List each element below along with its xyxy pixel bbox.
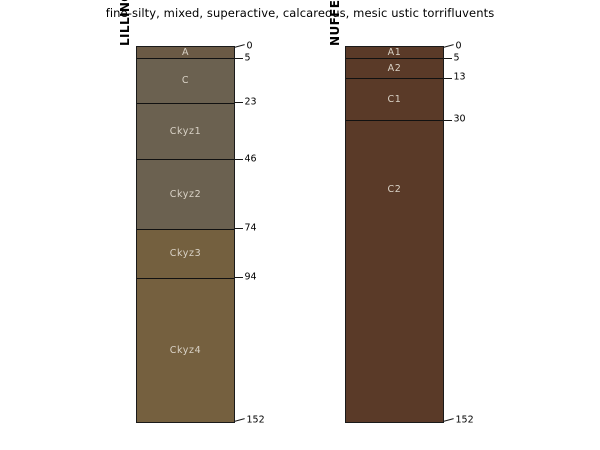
tick-mark-icon [233,43,245,48]
horizon-band-ckyz2[interactable]: Ckyz2 [137,160,234,230]
horizon-band-ckyz4[interactable]: Ckyz4 [137,278,234,422]
depth-tick-label: 5 [244,52,251,64]
horizon-label-ckyz1: Ckyz1 [169,125,202,137]
depth-tick-label: 23 [244,96,257,108]
horizon-band-c[interactable]: C [137,59,234,104]
horizon-band-c2[interactable]: C2 [346,121,443,422]
depth-tick-label: 13 [453,71,466,83]
horizon-band-a1[interactable]: A1 [346,46,443,60]
horizon-band-c1[interactable]: C1 [346,79,443,122]
horizon-band-ckyz3[interactable]: Ckyz3 [137,229,234,279]
horizon-label-c: C [181,75,190,87]
horizon-label-a: A [181,46,190,58]
depth-tick-label: 30 [453,113,466,125]
depth-tick-label: 0 [246,40,253,52]
horizon-label-a2: A2 [387,62,402,74]
tick-mark-icon [442,43,454,48]
tick-mark-icon [234,57,243,59]
horizon-band-a2[interactable]: A2 [346,59,443,80]
depth-tick-label: 94 [244,271,257,283]
tick-mark-icon [443,119,452,121]
horizon-band-ckyz1[interactable]: Ckyz1 [137,103,234,161]
depth-tick-label: 152 [246,414,265,426]
horizon-label-ckyz2: Ckyz2 [169,188,202,200]
tick-mark-icon [234,228,243,230]
depth-tick-label: 74 [244,222,257,234]
tick-mark-icon [234,277,243,279]
tick-mark-icon [442,417,454,422]
horizon-band-a[interactable]: A [137,46,234,60]
horizon-label-ckyz4: Ckyz4 [169,344,202,356]
page-title: fine-silty, mixed, superactive, calcareo… [105,6,495,20]
soil-column-nuffel[interactable]: A1 A2 C1 C2 [345,46,444,423]
depth-tick-label: 5 [453,52,460,64]
tick-mark-icon [234,102,243,104]
horizon-label-c2: C2 [387,184,402,195]
horizon-label-ckyz3: Ckyz3 [169,247,202,259]
horizon-label-c1: C1 [387,93,402,105]
soil-column-lillings[interactable]: A C Ckyz1 Ckyz2 Ckyz3 Ckyz4 [136,46,235,423]
tick-mark-icon [233,417,245,422]
horizon-label-a1: A1 [387,46,402,58]
depth-tick-label: 152 [455,414,474,426]
depth-tick-label: 46 [244,153,257,165]
depth-tick-label: 0 [455,40,462,52]
tick-mark-icon [443,57,452,59]
tick-mark-icon [234,159,243,160]
tick-mark-icon [443,77,452,79]
